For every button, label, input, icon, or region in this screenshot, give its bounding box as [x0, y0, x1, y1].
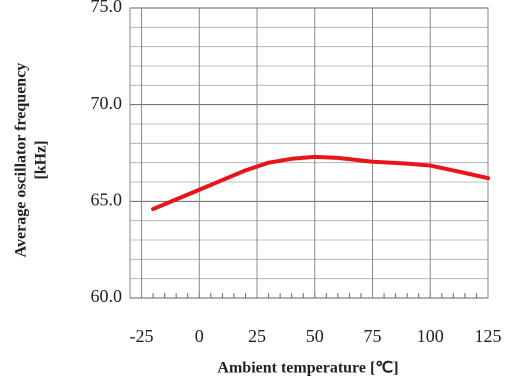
y-tick-label: 75.0 — [91, 0, 123, 16]
x-axis-label: Ambient temperature [℃] — [217, 360, 398, 377]
y-axis-label: [kHz] — [33, 140, 50, 179]
x-tick-label: 25 — [248, 326, 266, 346]
y-axis-label: Average oscillator frequency — [13, 63, 30, 258]
x-tick-label: 50 — [306, 326, 324, 346]
plot-area — [129, 7, 489, 299]
x-tick-label: -25 — [130, 326, 154, 346]
x-tick-label: 100 — [417, 326, 444, 346]
data-line — [151, 154, 490, 212]
y-tick-label: 60.0 — [91, 286, 123, 306]
x-tick-label: 125 — [475, 326, 502, 346]
y-tick-label: 65.0 — [91, 189, 123, 209]
x-tick-label: 75 — [364, 326, 382, 346]
x-tick-label: 0 — [195, 326, 204, 346]
y-tick-label: 70.0 — [91, 93, 123, 113]
